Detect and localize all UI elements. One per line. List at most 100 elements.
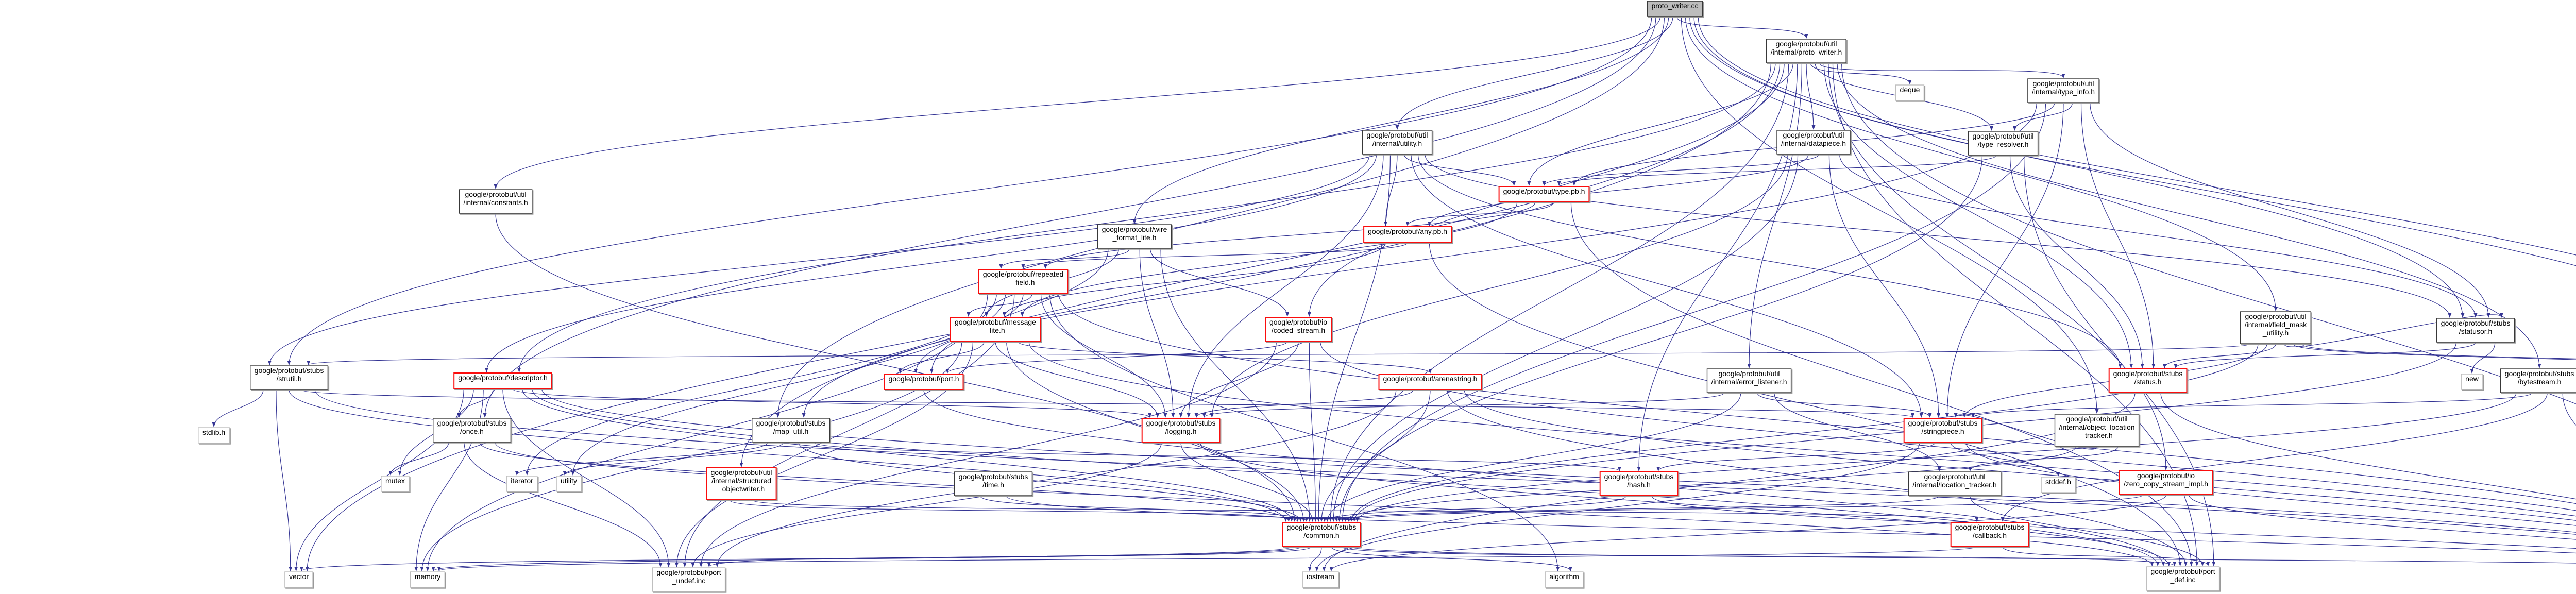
node-status[interactable]: google/protobuf/stubs/status.h (2108, 368, 2188, 393)
node-label-port_undef-0: google/protobuf/port (656, 568, 721, 576)
node-box-field_mask_utility[interactable] (2240, 311, 2312, 344)
node-box-logging[interactable] (1141, 418, 1221, 443)
node-box-zero_copy_impl[interactable] (2119, 470, 2213, 495)
node-message_lite[interactable]: google/protobuf/message_lite.h (950, 317, 1041, 342)
node-error_listener[interactable]: google/protobuf/util/internal/error_list… (1706, 368, 1792, 393)
node-iterator[interactable]: iterator (506, 476, 538, 492)
node-box-wire_format_lite[interactable] (1097, 224, 1172, 249)
node-box-hash[interactable] (1599, 471, 1679, 496)
node-statusor[interactable]: google/protobuf/stubs/statusor.h (2436, 318, 2515, 343)
node-box-strutil[interactable] (250, 365, 329, 390)
node-arenastring[interactable]: google/protobuf/arenastring.h (1378, 374, 1482, 390)
node-repeated_field[interactable]: google/protobuf/repeated_field.h (978, 269, 1069, 294)
node-type_resolver[interactable]: google/protobuf/util/type_resolver.h (1968, 131, 2039, 156)
node-constants[interactable]: google/protobuf/util/internal/constants.… (459, 189, 533, 214)
node-datapiece[interactable]: google/protobuf/util/internal/datapiece.… (1776, 130, 1851, 155)
node-box-time_h[interactable] (954, 471, 1033, 496)
node-box-port_h[interactable] (884, 374, 964, 390)
node-mutex[interactable]: mutex (381, 476, 410, 492)
node-box-iterator[interactable] (506, 476, 538, 492)
node-box-port_undef[interactable] (652, 567, 726, 592)
node-box-memory[interactable] (410, 571, 446, 588)
node-map_util[interactable]: google/protobuf/stubs/map_util.h (751, 418, 831, 443)
node-box-algorithm[interactable] (1545, 571, 1584, 588)
node-location_tracker[interactable]: google/protobuf/util/internal/location_t… (1908, 471, 2002, 496)
edge-proto_writer_h-descriptor (517, 63, 1776, 372)
node-box-type_resolver[interactable] (1968, 131, 2039, 156)
node-box-vector[interactable] (284, 571, 313, 588)
node-structured_ow[interactable]: google/protobuf/util/internal/structured… (706, 467, 777, 500)
node-time_h[interactable]: google/protobuf/stubs/time.h (954, 471, 1033, 496)
node-box-mutex[interactable] (381, 476, 410, 492)
node-utility_std[interactable]: utility (556, 476, 582, 492)
node-zero_copy_impl[interactable]: google/protobuf/io/zero_copy_stream_impl… (2119, 470, 2213, 495)
node-algorithm[interactable]: algorithm (1545, 571, 1584, 588)
node-once[interactable]: google/protobuf/stubs/once.h (433, 418, 512, 443)
node-box-common[interactable] (1282, 522, 1361, 547)
node-coded_stream[interactable]: google/protobuf/io/coded_stream.h (1265, 317, 1332, 342)
node-strutil[interactable]: google/protobuf/stubs/strutil.h (250, 365, 329, 390)
node-box-utility_std[interactable] (556, 476, 582, 492)
node-deque[interactable]: deque (1895, 84, 1925, 101)
node-box-error_listener[interactable] (1706, 368, 1792, 393)
node-utility_util[interactable]: google/protobuf/util/internal/utility.h (1362, 130, 1433, 155)
node-stddef[interactable]: stddef.h (2041, 477, 2076, 493)
node-box-type_info[interactable] (2027, 78, 2099, 103)
node-memory[interactable]: memory (410, 571, 446, 588)
node-any_pb[interactable]: google/protobuf/any.pb.h (1363, 226, 1452, 243)
node-box-arenastring[interactable] (1378, 374, 1482, 390)
edge-message_lite-port_h (898, 341, 985, 374)
edge-utility_util-type_pb (1403, 154, 1516, 186)
node-proto_writer_h[interactable]: google/protobuf/util/internal/proto_writ… (1766, 39, 1846, 63)
node-box-location_tracker[interactable] (1908, 471, 2002, 496)
node-box-cc[interactable] (1647, 1, 1703, 17)
node-box-type_pb[interactable] (1498, 186, 1590, 202)
node-box-stdlib[interactable] (198, 427, 230, 444)
node-wire_format_lite[interactable]: google/protobuf/wire_format_lite.h (1097, 224, 1172, 249)
node-box-descriptor[interactable] (453, 372, 552, 389)
node-obj_loc_tracker[interactable]: google/protobuf/util/internal/object_loc… (2054, 414, 2140, 447)
node-box-status[interactable] (2108, 368, 2188, 393)
node-stringpiece[interactable]: google/protobuf/stubs/stringpiece.h (1903, 418, 1982, 443)
node-box-deque[interactable] (1895, 84, 1925, 101)
node-logging[interactable]: google/protobuf/stubs/logging.h (1141, 418, 1221, 443)
node-box-coded_stream[interactable] (1265, 317, 1332, 342)
node-box-bytestream[interactable] (2500, 368, 2576, 393)
node-box-callback[interactable] (1950, 522, 2029, 547)
node-bytestream[interactable]: google/protobuf/stubs/bytestream.h (2500, 368, 2576, 393)
node-vector[interactable]: vector (284, 571, 313, 588)
node-type_info[interactable]: google/protobuf/util/internal/type_info.… (2027, 78, 2099, 103)
node-stdlib[interactable]: stdlib.h (198, 427, 230, 444)
edge-proto_writer_h-status (1823, 63, 2133, 368)
node-callback[interactable]: google/protobuf/stubs/callback.h (1950, 522, 2029, 547)
node-field_mask_utility[interactable]: google/protobuf/util/internal/field_mask… (2240, 311, 2312, 344)
node-box-port_def[interactable] (2146, 566, 2220, 591)
node-box-new[interactable] (2461, 374, 2483, 390)
node-box-message_lite[interactable] (950, 317, 1041, 342)
node-type_pb[interactable]: google/protobuf/type.pb.h (1498, 186, 1590, 202)
node-box-utility_util[interactable] (1362, 130, 1433, 155)
node-iostream[interactable]: iostream (1302, 571, 1339, 588)
node-port_h[interactable]: google/protobuf/port.h (884, 374, 964, 390)
node-box-repeated_field[interactable] (978, 269, 1069, 294)
node-hash[interactable]: google/protobuf/stubs/hash.h (1599, 471, 1679, 496)
node-new[interactable]: new (2461, 374, 2483, 390)
node-common[interactable]: google/protobuf/stubs/common.h (1282, 522, 1361, 547)
node-box-obj_loc_tracker[interactable] (2054, 414, 2140, 447)
node-box-proto_writer_h[interactable] (1766, 39, 1846, 63)
node-box-map_util[interactable] (751, 418, 831, 443)
node-descriptor[interactable]: google/protobuf/descriptor.h (453, 372, 552, 389)
node-port_def[interactable]: google/protobuf/port_def.inc (2146, 566, 2220, 591)
node-box-once[interactable] (433, 418, 512, 443)
node-box-structured_ow[interactable] (706, 467, 777, 500)
node-box-stddef[interactable] (2041, 477, 2076, 493)
node-port_undef[interactable]: google/protobuf/port_undef.inc (652, 567, 726, 592)
node-cc[interactable]: proto_writer.cc (1647, 1, 1703, 17)
node-box-statusor[interactable] (2436, 318, 2515, 343)
node-box-datapiece[interactable] (1776, 130, 1851, 155)
node-box-stringpiece[interactable] (1903, 418, 1982, 443)
edge-message_lite-arenastring (1017, 341, 1432, 374)
node-box-iostream[interactable] (1302, 571, 1339, 588)
node-box-constants[interactable] (459, 189, 533, 214)
node-box-any_pb[interactable] (1363, 226, 1452, 243)
